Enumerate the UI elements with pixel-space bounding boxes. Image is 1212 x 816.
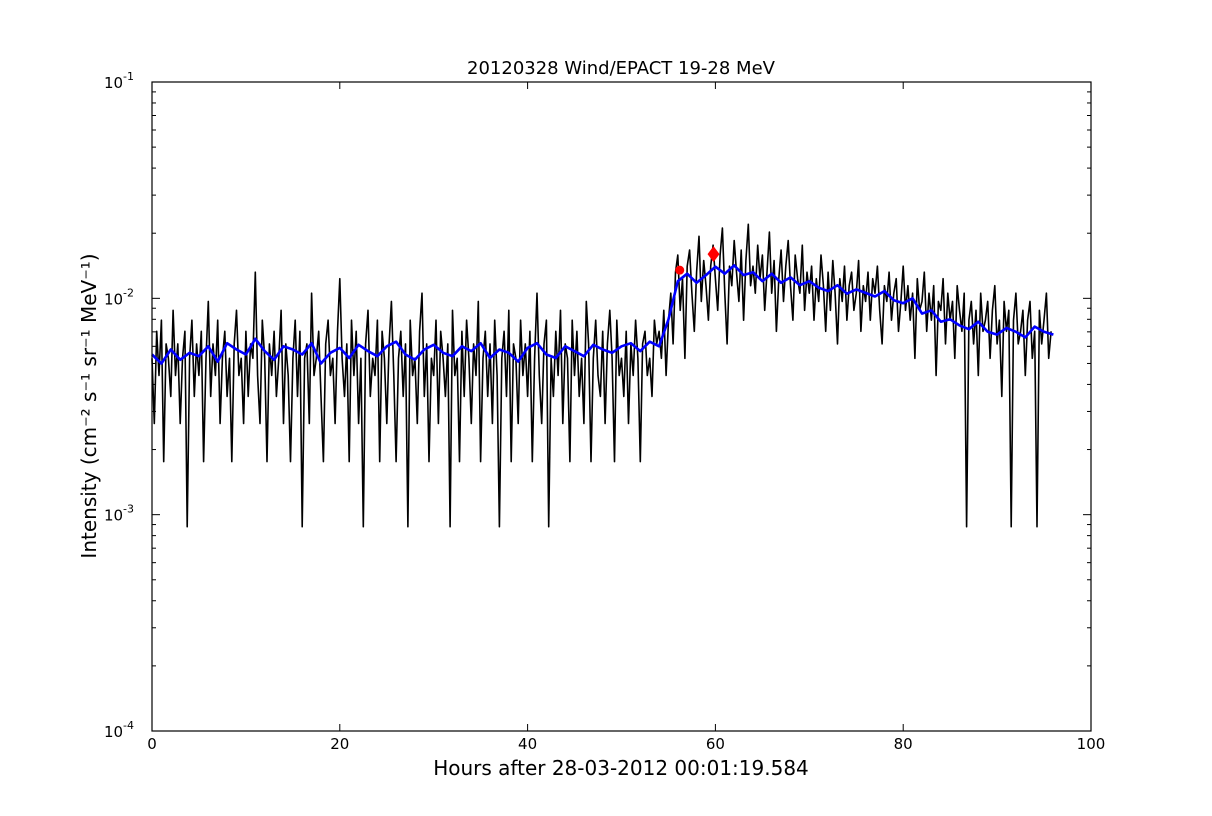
x-tick-label: 0 <box>147 735 157 753</box>
chart-title: 20120328 Wind/EPACT 19-28 MeV <box>467 58 776 79</box>
y-tick-label: 10-1 <box>104 70 134 92</box>
x-axis-label: Hours after 28-03-2012 00:01:19.584 <box>433 756 809 780</box>
x-tick-label: 20 <box>330 735 349 753</box>
y-tick-label: 10-4 <box>104 719 134 741</box>
y-tick-label: 10-2 <box>104 286 134 308</box>
smoothed-intensity-line <box>151 264 1054 365</box>
red-circle-marker <box>675 265 685 275</box>
axes: 0 20 40 60 80 100 10-4 10-3 10-2 10-1 <box>104 70 1105 753</box>
plot-frame <box>151 81 1092 732</box>
x-tick-label: 60 <box>706 735 725 753</box>
x-tick-label: 100 <box>1077 735 1106 753</box>
red-diamond-marker <box>707 246 720 263</box>
y-tick-label: 10-3 <box>104 503 134 525</box>
x-tick-label: 80 <box>894 735 913 753</box>
plot-area <box>151 223 1054 528</box>
raw-intensity-line <box>151 223 1052 528</box>
y-axis-label: Intensity (cm⁻² s⁻¹ sr⁻¹ MeV⁻¹) <box>77 253 101 558</box>
x-tick-label: 40 <box>518 735 537 753</box>
